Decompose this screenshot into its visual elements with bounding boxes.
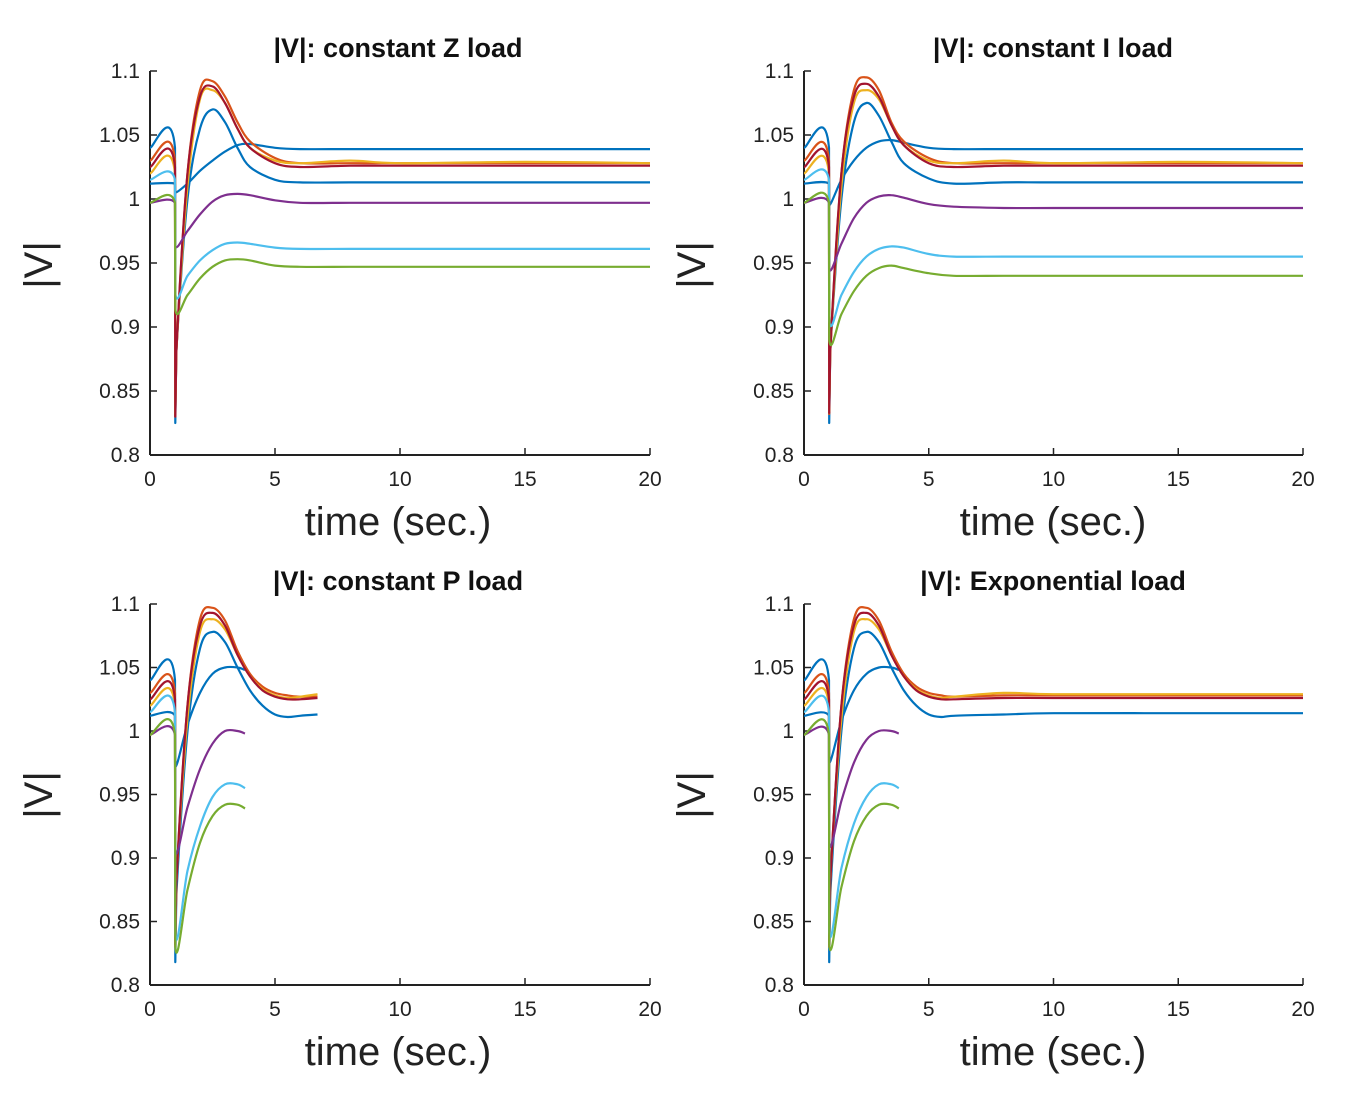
y-tick-label: 0.95	[753, 784, 794, 807]
series-line-8	[149, 193, 650, 316]
y-tick-label: 0.95	[99, 784, 140, 807]
y-tick-label: 0.85	[753, 380, 794, 403]
series-line-8	[149, 718, 246, 954]
x-tick-label: 10	[388, 998, 411, 1021]
x-tick-label: 0	[144, 468, 156, 491]
y-tick-label: 1	[782, 188, 794, 211]
series-line-5	[149, 84, 650, 418]
x-tick-label: 15	[1167, 998, 1190, 1021]
chart-panel-3: |V|: constant P load 0.8 0.85 0.9 0.95 1 1.05 1…	[17, 566, 662, 1074]
y-tick-label: 1.1	[111, 593, 140, 616]
chart-panel-2: |V|: constant I load 0.8 0.85 0.9 0.95 1 1.05 1…	[670, 33, 1315, 544]
x-tick-label: 15	[1167, 468, 1190, 491]
series-line-8	[803, 191, 1303, 347]
series-line-5	[149, 611, 318, 946]
y-axis-label: |V|	[17, 771, 61, 818]
chart-title: |V|: constant Z load	[273, 33, 522, 63]
y-tick-label: 0.85	[99, 380, 140, 403]
y-tick-label: 0.85	[753, 911, 794, 934]
series-line-2	[149, 142, 650, 194]
x-tick-label: 20	[1291, 998, 1314, 1021]
y-axis-label: |V|	[670, 771, 714, 818]
y-tick-label: 1	[128, 720, 140, 743]
series-line-8	[803, 718, 900, 952]
y-tick-label: 1.1	[765, 60, 794, 83]
chart-title: |V|: constant I load	[933, 33, 1173, 63]
y-axis-label: |V|	[670, 241, 714, 288]
series-line-5	[803, 82, 1303, 414]
series-line-7	[803, 694, 900, 939]
series-line-7	[149, 170, 650, 300]
y-tick-label: 0.95	[99, 252, 140, 275]
series-line-7	[803, 168, 1303, 328]
series-line-1	[803, 630, 1303, 964]
y-tick-label: 1.05	[99, 124, 140, 147]
y-tick-label: 0.95	[753, 252, 794, 275]
y-tick-label: 1.1	[111, 60, 140, 83]
x-axis-label: time (sec.)	[305, 1030, 492, 1074]
chart-title: |V|: constant P load	[273, 566, 523, 596]
y-tick-label: 0.85	[99, 911, 140, 934]
x-tick-label: 0	[798, 998, 810, 1021]
y-tick-label: 0.9	[111, 316, 140, 339]
x-tick-label: 5	[923, 468, 935, 491]
y-tick-label: 0.9	[765, 316, 794, 339]
y-tick-label: 1.1	[765, 593, 794, 616]
series-line-3	[803, 76, 1303, 416]
series-line-1	[802, 101, 1303, 425]
y-tick-label: 1.05	[99, 657, 140, 680]
chart-title: |V|: Exponential load	[920, 566, 1186, 596]
x-tick-label: 15	[513, 468, 536, 491]
y-tick-label: 1.05	[753, 124, 794, 147]
series-line-6	[149, 192, 650, 249]
x-axis-label: time (sec.)	[960, 500, 1147, 544]
series-line-4	[803, 89, 1304, 413]
chart-panel-4: |V|: Exponential load 0.8 0.85 0.9 0.95 1 1.05…	[670, 566, 1315, 1074]
series-line-6	[803, 193, 1303, 272]
x-tick-label: 10	[1042, 998, 1065, 1021]
x-tick-label: 20	[638, 998, 661, 1021]
chart-panel-1: |V|: constant Z load 0.8 0.85 0.9 0.95 1 1.05 1…	[17, 33, 662, 544]
x-tick-label: 0	[144, 998, 156, 1021]
x-tick-label: 5	[269, 468, 281, 491]
y-tick-label: 1	[128, 188, 140, 211]
x-axis-label: time (sec.)	[305, 500, 492, 544]
series-line-5	[803, 611, 1303, 946]
x-tick-label: 15	[513, 998, 536, 1021]
y-tick-label: 0.8	[111, 444, 140, 467]
x-tick-label: 5	[269, 998, 281, 1021]
x-tick-label: 20	[1291, 468, 1314, 491]
x-tick-label: 10	[388, 468, 411, 491]
y-tick-label: 1	[782, 720, 794, 743]
x-tick-label: 5	[923, 998, 935, 1021]
x-tick-label: 10	[1042, 468, 1065, 491]
y-axis-label: |V|	[17, 241, 61, 288]
y-tick-label: 1.05	[753, 657, 794, 680]
y-tick-label: 0.8	[765, 444, 794, 467]
y-tick-label: 0.8	[765, 974, 794, 997]
series-line-7	[149, 694, 246, 941]
x-axis-label: time (sec.)	[960, 1030, 1147, 1074]
series-line-3	[803, 605, 1304, 948]
x-tick-label: 20	[638, 468, 661, 491]
y-tick-label: 0.9	[111, 847, 140, 870]
y-tick-label: 0.8	[111, 974, 140, 997]
y-tick-label: 0.9	[765, 847, 794, 870]
series-line-4	[149, 87, 651, 416]
x-tick-label: 0	[798, 468, 810, 491]
